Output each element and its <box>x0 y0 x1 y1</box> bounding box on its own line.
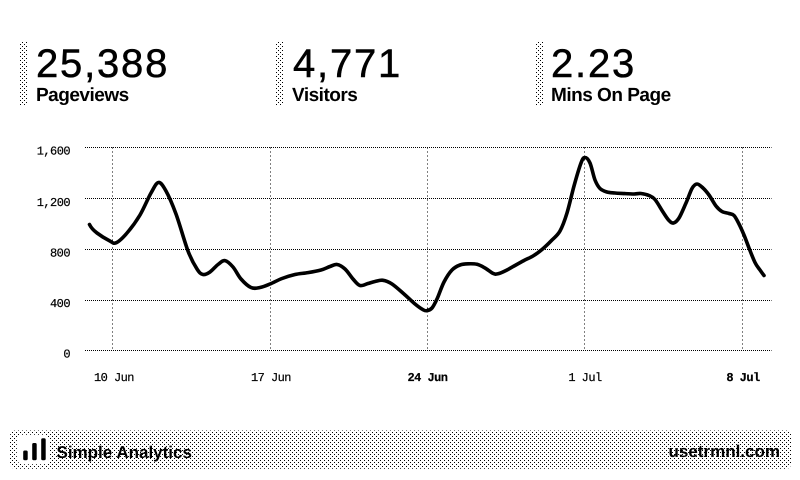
svg-text:Visitors: Visitors <box>292 85 357 106</box>
svg-text:Pageviews: Pageviews <box>36 85 129 106</box>
svg-text:1,600: 1,600 <box>37 145 71 159</box>
svg-text:17 Jun: 17 Jun <box>251 371 291 385</box>
svg-text:24 Jun: 24 Jun <box>408 371 448 385</box>
svg-text:10 Jun: 10 Jun <box>94 371 134 385</box>
svg-text:2.23: 2.23 <box>551 42 636 86</box>
svg-text:1,200: 1,200 <box>37 196 71 210</box>
svg-text:400: 400 <box>50 297 70 311</box>
svg-text:25,388: 25,388 <box>36 42 169 86</box>
svg-text:usetrmnl.com: usetrmnl.com <box>669 442 780 461</box>
svg-text:0: 0 <box>63 348 70 362</box>
svg-text:4,771: 4,771 <box>293 42 402 86</box>
svg-text:800: 800 <box>50 247 70 261</box>
svg-text:Simple Analytics: Simple Analytics <box>57 443 192 462</box>
svg-text:Mins On Page: Mins On Page <box>551 85 671 106</box>
svg-text:8 Jul: 8 Jul <box>726 371 760 385</box>
svg-text:1 Jul: 1 Jul <box>568 371 602 385</box>
